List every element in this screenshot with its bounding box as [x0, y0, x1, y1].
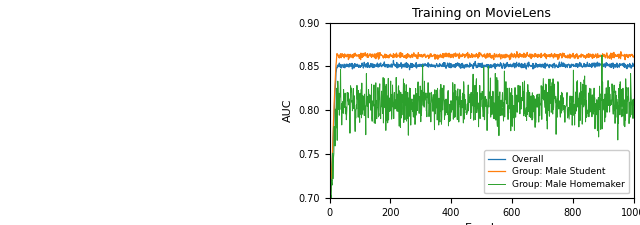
Group: Male Student: (688, 0.862): Male Student: (688, 0.862): [535, 54, 543, 57]
Group: Male Homemaker: (5, 0.685): Male Homemaker: (5, 0.685): [327, 210, 335, 213]
Group: Male Homemaker: (799, 0.803): Male Homemaker: (799, 0.803): [569, 106, 577, 109]
Group: Male Homemaker: (1, 0.691): Male Homemaker: (1, 0.691): [326, 205, 333, 207]
Line: Group: Male Homemaker: Group: Male Homemaker: [330, 55, 634, 212]
Group: Male Homemaker: (781, 0.82): Male Homemaker: (781, 0.82): [563, 91, 571, 94]
Y-axis label: AUC: AUC: [283, 99, 292, 122]
Group: Male Student: (799, 0.864): Male Student: (799, 0.864): [569, 53, 577, 56]
Group: Male Homemaker: (442, 0.827): Male Homemaker: (442, 0.827): [460, 85, 468, 88]
Group: Male Student: (441, 0.863): Male Student: (441, 0.863): [460, 54, 467, 56]
Line: Group: Male Student: Group: Male Student: [330, 52, 634, 196]
X-axis label: Epoch: Epoch: [465, 223, 499, 225]
Line: Overall: Overall: [330, 61, 634, 197]
Overall: [630, 63, 637, 66]
Group: Male Homemaker: (104, 0.824): Male Homemaker: (104, 0.824): [357, 88, 365, 91]
Title: Training on MovieLens: Training on MovieLens: [412, 7, 551, 20]
Overall: [449, 63, 457, 66]
Group: Male Student: (1e+03, 0.861): Male Student: (1e+03, 0.861): [630, 56, 637, 58]
Overall: [535, 65, 543, 67]
Overall: [569, 64, 577, 67]
Group: Male Homemaker: (406, 0.827): Male Homemaker: (406, 0.827): [449, 86, 457, 88]
Overall: [460, 64, 468, 67]
Overall: [390, 59, 397, 62]
Overall: [563, 64, 571, 67]
Group: Male Homemaker: (688, 0.787): Male Homemaker: (688, 0.787): [535, 121, 543, 124]
Group: Male Student: (103, 0.865): Male Student: (103, 0.865): [357, 52, 365, 54]
Group: Male Student: (616, 0.867): Male Student: (616, 0.867): [513, 50, 521, 53]
Group: Male Student: (405, 0.863): Male Student: (405, 0.863): [449, 53, 456, 56]
Overall: [326, 195, 333, 198]
Group: Male Student: (781, 0.86): Male Student: (781, 0.86): [563, 56, 571, 59]
Group: Male Student: (1, 0.703): Male Student: (1, 0.703): [326, 194, 333, 197]
Group: Male Homemaker: (1e+03, 0.806): Male Homemaker: (1e+03, 0.806): [630, 104, 637, 106]
Legend: Overall, Group: Male Student, Group: Male Homemaker: Overall, Group: Male Student, Group: Mal…: [484, 150, 629, 194]
Overall: [357, 65, 365, 67]
Group: Male Homemaker: (896, 0.863): Male Homemaker: (896, 0.863): [598, 54, 606, 56]
